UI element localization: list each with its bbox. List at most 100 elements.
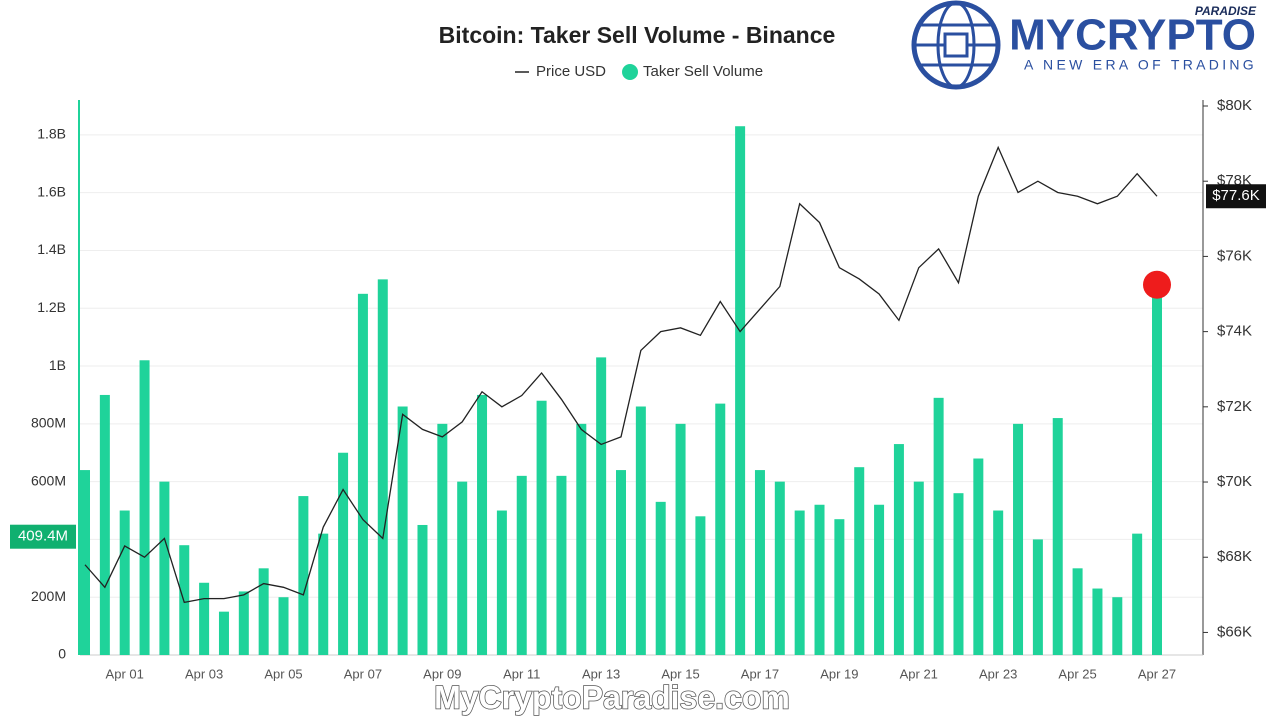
bar [159, 481, 170, 655]
x-tick-label: Apr 17 [741, 666, 779, 681]
bar [417, 524, 428, 655]
plot: 0200M400M600M800M1B1.2B1.4B1.6B1.8B$66K$… [10, 63, 1266, 681]
bar [1112, 597, 1123, 655]
bar [1032, 539, 1043, 655]
bar [675, 423, 686, 655]
bar [318, 533, 329, 655]
bar [576, 423, 587, 655]
bar [1152, 296, 1162, 655]
bar [258, 568, 269, 655]
y-tick-label: 0 [58, 646, 66, 662]
bar [735, 126, 746, 655]
x-tick-label: Apr 01 [106, 666, 144, 681]
bar [238, 591, 249, 655]
logo-chip [943, 32, 969, 58]
y2-tick-label: $72K [1217, 398, 1252, 415]
bar [377, 279, 388, 655]
x-tick-label: Apr 15 [661, 666, 699, 681]
price-label: $77.6K [1212, 187, 1260, 204]
chart-title: Bitcoin: Taker Sell Volume - Binance [439, 22, 836, 48]
logo [911, 0, 1001, 90]
bar [536, 400, 547, 655]
legend-swatch [622, 64, 639, 80]
x-tick-label: Apr 03 [185, 666, 223, 681]
legend-label: Taker Sell Volume [643, 63, 763, 80]
bar [179, 545, 190, 655]
bar [993, 510, 1004, 655]
bar [199, 582, 210, 655]
bar [794, 510, 805, 655]
bar [357, 293, 368, 655]
bar [516, 475, 527, 655]
price-line [84, 145, 1158, 604]
y-tick-label: 800M [31, 415, 66, 431]
bar [457, 481, 468, 655]
crosshair-label-box [10, 524, 76, 549]
y2-tick-label: $66K [1217, 623, 1252, 640]
y2-tick-label: $74K [1217, 323, 1252, 340]
y-tick-label: 1.8B [37, 126, 66, 142]
bar [1052, 418, 1063, 655]
bar [80, 470, 90, 655]
bar [99, 394, 110, 655]
bar [556, 475, 567, 655]
bar [655, 501, 666, 655]
bar [635, 406, 646, 655]
bar [1132, 533, 1143, 655]
bar [1013, 423, 1024, 655]
x-tick-label: Apr 09 [423, 666, 461, 681]
bar [397, 406, 408, 655]
bar [874, 504, 885, 655]
bar [616, 470, 626, 655]
legend-label: Price USD [536, 63, 606, 80]
bar [218, 611, 229, 655]
y-tick-label: 1.4B [37, 241, 66, 257]
logo-main: MYCRYPTO [1009, 11, 1256, 60]
y-tick-label: 1.2B [37, 299, 66, 315]
bar [477, 394, 488, 655]
x-tick-label: Apr 23 [979, 666, 1017, 681]
bar [338, 452, 349, 655]
bar [893, 444, 904, 655]
y-tick-label: 600M [31, 472, 66, 488]
bar [973, 458, 984, 655]
bar [278, 597, 289, 655]
y2-tick-label: $80K [1217, 97, 1252, 114]
bar [913, 481, 924, 655]
price-label-box [1206, 184, 1266, 209]
crosshair-label: 409.4M [18, 528, 68, 545]
y-tick-label: 200M [31, 588, 66, 604]
y2-tick-label: $70K [1217, 473, 1252, 490]
bar [695, 516, 706, 655]
y-tick-label: 1.6B [37, 183, 66, 199]
bar [1072, 568, 1083, 655]
bar [496, 510, 507, 655]
bar [139, 360, 150, 655]
x-tick-label: Apr 21 [900, 666, 938, 681]
bar [953, 493, 964, 655]
bar [933, 397, 944, 655]
bar [834, 519, 845, 655]
x-tick-label: Apr 11 [503, 666, 540, 681]
x-tick-label: Apr 27 [1138, 666, 1176, 681]
bar [596, 357, 607, 655]
x-tick-label: Apr 19 [820, 666, 858, 681]
y-tick-label: 1B [49, 357, 66, 373]
x-tick-label: Apr 05 [264, 666, 302, 681]
x-tick-label: Apr 13 [582, 666, 620, 681]
bar [715, 403, 726, 655]
x-tick-label: Apr 07 [344, 666, 382, 681]
highlight-dot [1143, 270, 1171, 299]
bar [814, 504, 825, 655]
logo-top: PARADISE [1195, 4, 1257, 18]
bar [437, 423, 448, 655]
bar [774, 481, 785, 655]
bar [119, 510, 130, 655]
watermark: MyCryptoParadise.com [434, 679, 790, 715]
logo-tagline: A NEW ERA OF TRADING [1024, 57, 1257, 73]
y2-tick-label: $76K [1217, 247, 1252, 264]
bar [754, 470, 765, 655]
y2-tick-label: $68K [1217, 548, 1252, 565]
x-tick-label: Apr 25 [1058, 666, 1096, 681]
